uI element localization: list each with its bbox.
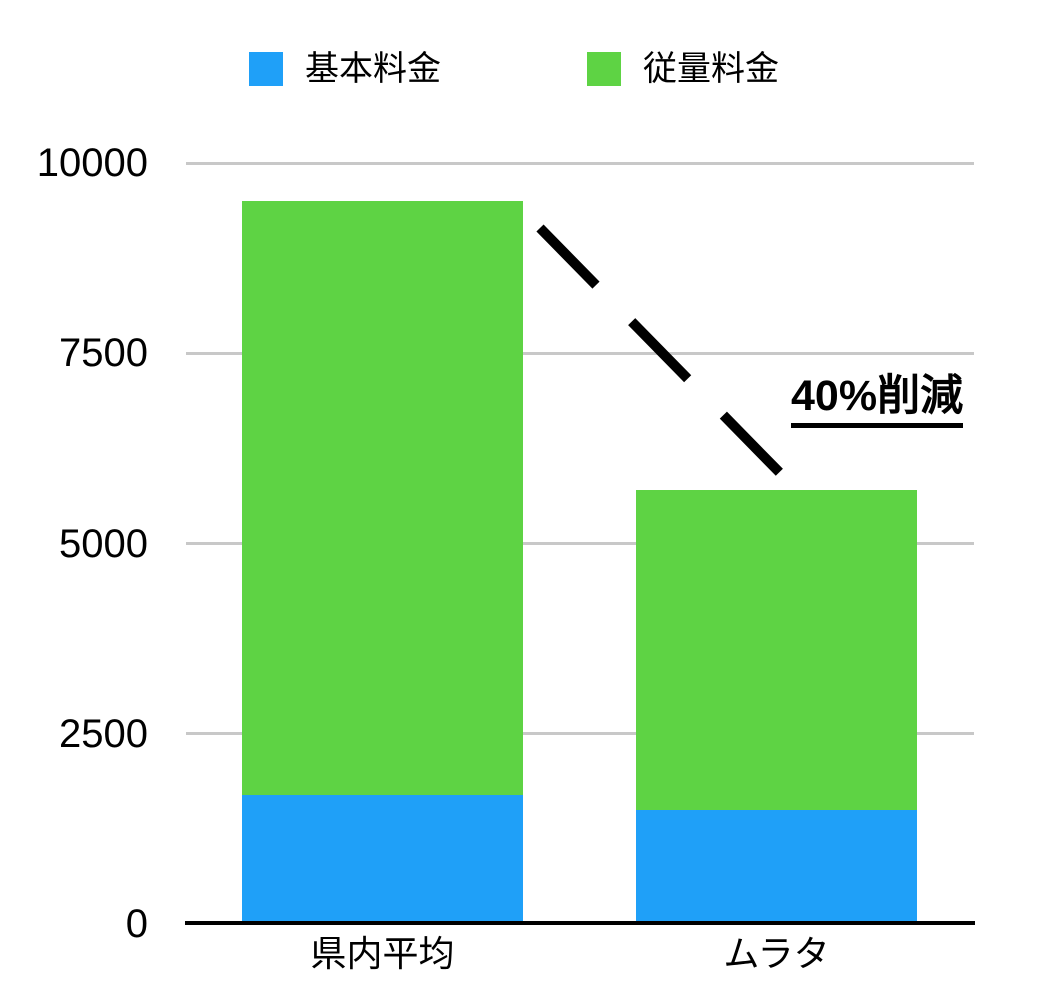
bar-segment-ムラタ-基本料金 — [636, 809, 917, 924]
reduction-annotation: 40%削減 — [791, 371, 964, 428]
gridline-10000 — [186, 161, 974, 165]
gridline-5000 — [186, 542, 974, 545]
legend-swatch-basic-fee — [249, 52, 283, 86]
y-tick-label-0: 0 — [125, 902, 148, 946]
x-tick-label-県内平均: 県内平均 — [310, 933, 455, 974]
y-tick-label-7500: 7500 — [59, 331, 148, 376]
bar-segment-県内平均-従量料金 — [242, 201, 523, 795]
y-tick-label-5000: 5000 — [59, 521, 148, 566]
bar-segment-県内平均-基本料金 — [242, 794, 523, 924]
legend-item-usage-fee: 従量料金 — [587, 47, 779, 91]
x-tick-label-ムラタ: ムラタ — [723, 933, 830, 974]
x-axis-line — [185, 921, 975, 925]
y-tick-label-10000: 10000 — [36, 141, 148, 185]
legend-item-basic-fee: 基本料金 — [249, 47, 441, 91]
legend-label-basic-fee: 基本料金 — [305, 50, 441, 88]
y-tick-label-2500: 2500 — [59, 711, 148, 756]
legend-label-usage-fee: 従量料金 — [643, 50, 779, 88]
legend-swatch-usage-fee — [587, 52, 621, 86]
gridline-2500 — [186, 732, 974, 736]
bar-segment-ムラタ-従量料金 — [636, 490, 917, 810]
